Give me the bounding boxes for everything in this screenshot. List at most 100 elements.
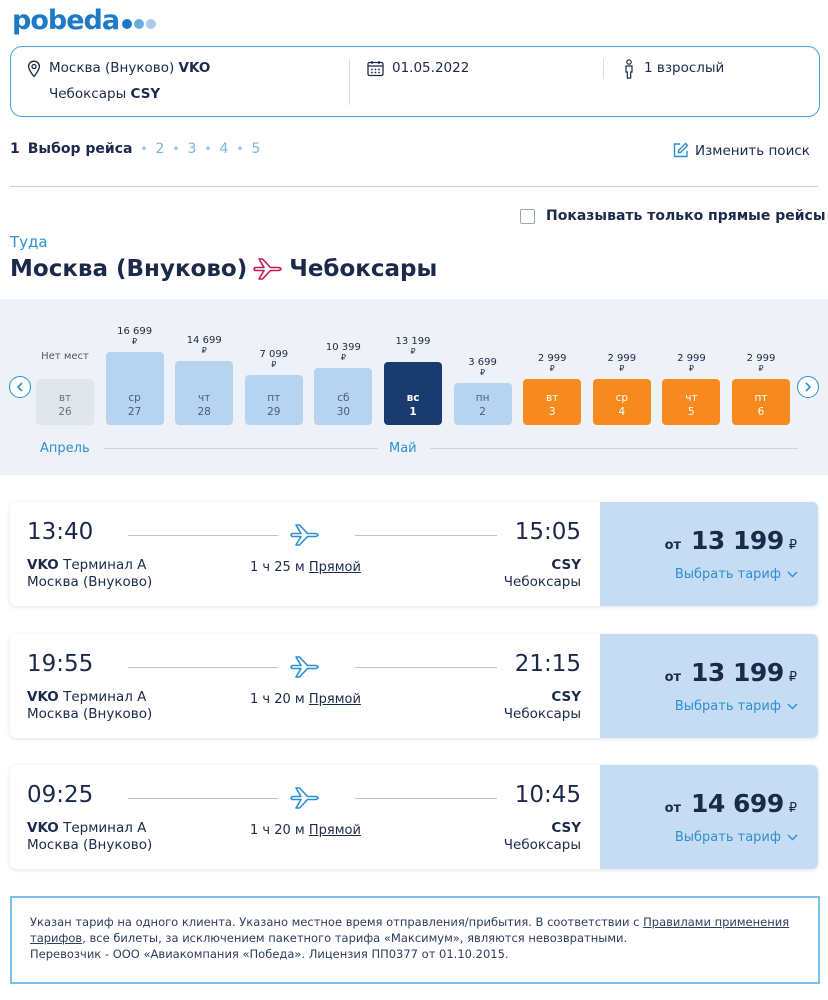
fare-rules-link[interactable]: Правилами применения тарифов: [30, 915, 790, 945]
step-active-number: 1: [10, 141, 20, 157]
step-2[interactable]: 2: [155, 141, 165, 157]
step-3[interactable]: 3: [187, 141, 197, 157]
departure-time: 13:40: [27, 519, 94, 545]
month-divider-line: [104, 448, 378, 449]
calendar-prev-button[interactable]: [9, 376, 31, 398]
weekday: сб: [337, 392, 350, 404]
chevron-down-icon: [787, 571, 798, 578]
change-search-link[interactable]: Изменить поиск: [672, 142, 810, 159]
price-value: 3 699: [468, 357, 497, 368]
calendar-day-bar: [732, 379, 790, 425]
flight-card[interactable]: 13:40 15:05 VKO Терминал А Москва (Внуково)…: [10, 502, 818, 606]
logo-text: pobeda: [12, 5, 120, 36]
edit-icon: [673, 142, 689, 158]
calendar-day-price: 2 999 ₽: [593, 354, 651, 374]
arrival-code: CSY: [551, 689, 581, 705]
step-4[interactable]: 4: [219, 141, 229, 157]
calendar-day-bar: [175, 361, 234, 425]
calendar-day-4[interactable]: ср 4 2 999 ₽: [592, 299, 651, 429]
flight-card[interactable]: 19:55 21:15 VKO Терминал А Москва (Внуково)…: [10, 634, 818, 738]
day-number: 3: [548, 406, 556, 418]
calendar-next-button[interactable]: [797, 376, 819, 398]
day-number: 2: [479, 406, 486, 418]
weekday: пт: [754, 392, 768, 404]
weekday: пн: [475, 392, 490, 404]
flight-card[interactable]: 09:25 10:45 VKO Терминал А Москва (Внуково)…: [10, 765, 818, 869]
currency: ₽: [688, 364, 694, 373]
calendar-day-price: 7 099 ₽: [245, 349, 303, 370]
calendar-day-6[interactable]: пт 6 2 999 ₽: [732, 299, 790, 429]
no-seats-label: Нет мест: [41, 351, 89, 362]
calendar-day-3[interactable]: вт 3 2 999 ₽: [523, 299, 582, 429]
currency: ₽: [410, 347, 416, 356]
pobeda-logo[interactable]: pobeda: [12, 5, 158, 36]
plane-icon: [290, 656, 319, 678]
calendar-day-bar: [384, 362, 442, 425]
arrival-time: 10:45: [514, 782, 581, 808]
flight-duration-info: 1 ч 20 м Прямой: [250, 823, 361, 838]
from-code: VKO: [178, 60, 211, 76]
calendar-day-price: 13 199 ₽: [384, 337, 442, 357]
search-to: Чебоксары CSY: [49, 86, 160, 102]
price-value: 2 999: [746, 353, 776, 364]
calendar-day-2[interactable]: пн 2 3 699 ₽: [453, 299, 512, 429]
direct-flight-link[interactable]: Прямой: [308, 823, 361, 838]
calendar-day-bar: [244, 375, 303, 425]
select-fare-button[interactable]: Выбрать тариф: [675, 699, 798, 714]
route-line: [355, 535, 497, 536]
flight-price: от 13 199 ₽: [665, 658, 797, 687]
calendar-day-label: чт 5: [662, 391, 720, 419]
day-number: 28: [197, 406, 211, 418]
route-title: Москва (Внуково) Чебоксары: [10, 256, 437, 282]
booking-steps: 1 Выбор рейса • 2 • 3 • 4 • 5: [10, 141, 260, 157]
search-summary[interactable]: Москва (Внуково) VKO Чебоксары CSY 01.05…: [10, 46, 820, 117]
date-price-calendar: вт 26 Нет мест ср 27 16 699 ₽ чт 28 14 699 ₽ пт 29 7 …: [0, 299, 828, 475]
calendar-day-29[interactable]: пт 29 7 099 ₽: [244, 299, 303, 429]
direct-flight-link[interactable]: Прямой: [308, 692, 361, 707]
chevron-left-icon: [16, 382, 23, 392]
calendar-day-price: 16 699 ₽: [106, 326, 164, 347]
direct-only-filter[interactable]: Показывать только прямые рейсы: [520, 208, 826, 224]
step-5[interactable]: 5: [251, 141, 261, 157]
currency: ₽: [549, 364, 555, 373]
departure-terminal: Терминал А: [63, 557, 147, 573]
calendar-day-label: вт 3: [523, 391, 581, 419]
select-fare-button[interactable]: Выбрать тариф: [675, 567, 798, 582]
weekday: вт: [546, 392, 559, 404]
calendar-day-28[interactable]: чт 28 14 699 ₽: [175, 299, 234, 429]
calendar-day-label: вт 26: [36, 391, 94, 419]
chevron-right-icon: [805, 382, 812, 392]
departure-code: VKO: [27, 557, 59, 573]
price-amount: 13 199: [691, 526, 784, 555]
calendar-day-price: 2 999 ₽: [662, 354, 720, 374]
step-separator: •: [204, 142, 212, 156]
price-panel[interactable]: от 13 199 ₽ Выбрать тариф: [600, 634, 818, 738]
select-fare-button[interactable]: Выбрать тариф: [675, 830, 798, 845]
plane-icon: [290, 787, 319, 809]
calendar-day-5[interactable]: чт 5 2 999 ₽: [662, 299, 721, 429]
direct-flight-link[interactable]: Прямой: [308, 560, 361, 575]
duration: 1 ч 20 м: [250, 823, 305, 838]
price-panel[interactable]: от 14 699 ₽ Выбрать тариф: [600, 765, 818, 869]
departure-city: Москва (Внуково): [27, 706, 153, 722]
price-value: 14 699: [186, 335, 222, 346]
price-panel[interactable]: от 13 199 ₽ Выбрать тариф: [600, 502, 818, 606]
currency: ₽: [788, 670, 797, 685]
price-value: 7 099: [259, 349, 289, 360]
calendar-day-27[interactable]: ср 27 16 699 ₽: [105, 299, 164, 429]
calendar-day-1[interactable]: вс 1 13 199 ₽: [384, 299, 442, 429]
direct-only-checkbox[interactable]: [520, 208, 535, 224]
departure-code: VKO: [27, 689, 59, 705]
calendar-day-label: пт 29: [245, 391, 303, 419]
currency: ₽: [619, 364, 625, 373]
departure-time: 09:25: [27, 782, 94, 808]
departure-city: Москва (Внуково): [27, 837, 153, 853]
calendar-day-30[interactable]: сб 30 10 399 ₽: [314, 299, 373, 429]
select-fare-label: Выбрать тариф: [674, 567, 781, 582]
calendar-day-label: вс 1: [384, 391, 442, 419]
to-city: Чебоксары: [49, 86, 127, 102]
departure-time: 19:55: [27, 651, 94, 677]
day-number: 1: [409, 406, 417, 418]
price-value: 16 699: [117, 326, 153, 337]
currency: ₽: [340, 353, 346, 362]
